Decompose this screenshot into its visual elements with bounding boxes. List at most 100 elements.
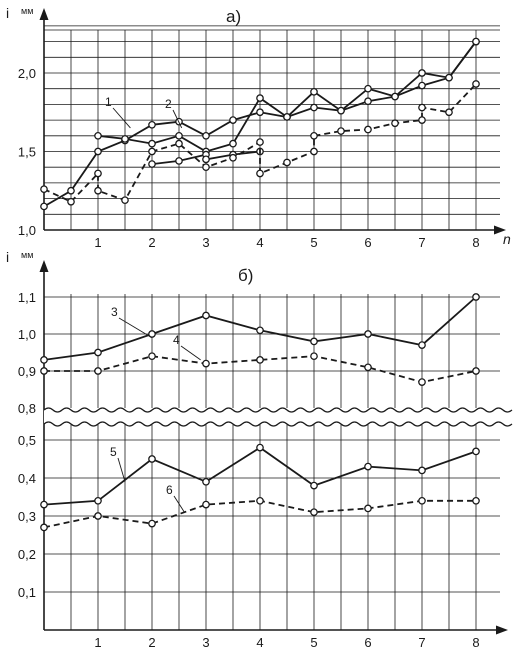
series-layer: [40, 37, 480, 532]
panel-b-y-tick: 1,1: [18, 290, 36, 305]
data-point-b2: [94, 367, 102, 375]
panel-a-grid: [44, 25, 500, 230]
panel-b-y-tick: 0,4: [18, 471, 36, 486]
data-point-a4: [67, 197, 75, 206]
data-point-a4: [256, 138, 264, 146]
data-point-a4: [472, 80, 480, 88]
data-point-b3: [94, 496, 102, 505]
data-point-a2: [94, 131, 102, 140]
panel-b-y-tick: 0,8: [18, 401, 36, 416]
axes: [39, 8, 508, 635]
data-point-b4: [148, 519, 156, 528]
panel-a-x-tick: 5: [310, 235, 317, 250]
break-band: [44, 409, 500, 423]
panel-b-x-tick: 5: [310, 635, 317, 650]
data-point-a2: [256, 94, 264, 102]
series-label-2: 2: [165, 97, 172, 111]
data-point-a2: [445, 73, 453, 82]
panel-b-y-tick: 0,3: [18, 509, 36, 524]
data-point-a4: [121, 196, 129, 205]
data-point-a3: [175, 157, 183, 165]
data-point-b3: [364, 462, 372, 471]
panel-a-title: а): [226, 7, 241, 26]
series-line-b2: [44, 355, 477, 384]
series-label-3-leader: [118, 317, 153, 339]
data-point-a4: [391, 119, 399, 128]
data-point-a3: [148, 160, 156, 168]
panel-b-x-tick: 7: [418, 635, 425, 650]
panel-a-x-tick: 4: [256, 235, 263, 250]
series-label-1: 1: [105, 95, 112, 109]
data-point-a2: [310, 103, 318, 112]
data-point-a4: [148, 147, 156, 156]
data-point-a2: [418, 81, 426, 90]
data-point-b1: [256, 326, 264, 335]
data-point-b4: [202, 500, 210, 509]
data-point-a4: [94, 186, 102, 195]
data-point-a4: [40, 185, 48, 194]
data-point-a3: [202, 155, 210, 164]
data-point-a2: [337, 106, 345, 115]
panel-a-x-arrow: [494, 225, 506, 235]
data-point-a4: [310, 131, 318, 140]
data-point-a4: [94, 169, 102, 178]
data-point-b3: [40, 500, 48, 509]
data-point-b2: [364, 363, 372, 372]
panel-a-ylabel: i: [6, 5, 9, 21]
data-point-b2: [202, 359, 210, 368]
data-point-b2: [418, 378, 426, 386]
panel-a-x-tick: 3: [202, 235, 209, 250]
data-point-a4: [337, 127, 345, 135]
panel-b-y-tick: 1,0: [18, 327, 36, 342]
data-point-b2: [40, 367, 48, 375]
data-point-a1: [418, 69, 426, 77]
series-label-4-leader: [180, 345, 201, 361]
series-label-1-leader: [112, 107, 131, 129]
panel-b-x-tick: 4: [256, 635, 263, 650]
data-point-a1: [148, 120, 156, 129]
data-point-a4: [364, 125, 372, 134]
panel-a-x-tick: 6: [364, 235, 371, 250]
panel-a-x-tick: 2: [148, 235, 155, 250]
panel-b-y-tick: 0,5: [18, 433, 36, 448]
data-point-b2: [310, 352, 318, 361]
panel-b-y-tick: 0,1: [18, 585, 36, 600]
data-point-b4: [94, 512, 102, 520]
data-point-b3: [256, 443, 264, 452]
data-point-b3: [202, 477, 210, 486]
panel-b-x-tick: 6: [364, 635, 371, 650]
series-label-3: 3: [111, 305, 118, 319]
series-label-5: 5: [110, 445, 117, 459]
panel-b-grid: [44, 294, 500, 630]
data-point-b1: [472, 293, 480, 301]
panel-b-title: б): [238, 266, 253, 285]
series-label-6-leader: [173, 495, 185, 513]
data-point-a1: [67, 186, 75, 195]
data-point-a1: [229, 116, 237, 124]
panel-a-x-tick: 7: [418, 235, 425, 250]
panel-a-y-tick: 1,0: [18, 223, 36, 238]
series-label-4: 4: [173, 333, 180, 347]
data-point-a4: [175, 139, 183, 148]
panel-b-x-tick: 2: [148, 635, 155, 650]
panel-b-y-tick: 0,2: [18, 547, 36, 562]
axis-break: [43, 407, 513, 427]
data-point-a2: [364, 97, 372, 106]
data-point-b4: [364, 504, 372, 513]
panel-b-ylabel: i: [6, 249, 9, 265]
panel-a-x-tick: 8: [472, 235, 479, 250]
series-label-5-leader: [117, 457, 126, 482]
data-point-b4: [256, 496, 264, 505]
data-point-a1: [40, 202, 48, 211]
panel-a-y-tick: 2,0: [18, 66, 36, 81]
data-point-b3: [148, 455, 156, 463]
data-point-b3: [418, 466, 426, 475]
data-point-a4: [202, 163, 210, 172]
panel-a-ylabel-unit: мм: [21, 6, 33, 16]
data-point-a4: [445, 108, 453, 117]
panel-b-y-arrow: [39, 260, 49, 272]
data-point-a1: [310, 87, 318, 96]
data-point-b1: [40, 356, 48, 364]
data-point-a1: [94, 147, 102, 156]
